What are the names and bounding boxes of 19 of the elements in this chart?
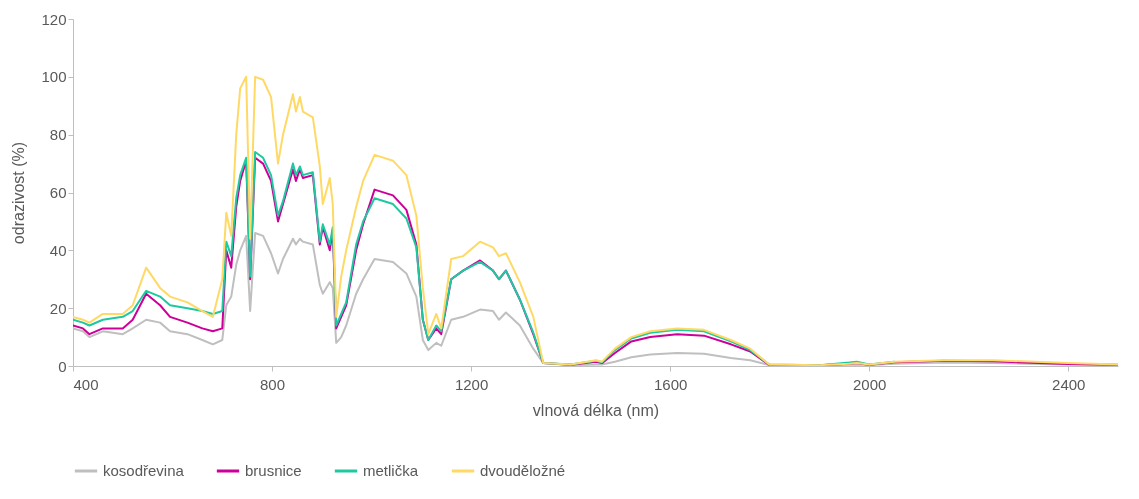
- y-tick-label: 80: [49, 126, 67, 144]
- y-tick-label: 100: [41, 68, 67, 86]
- x-tick-label: 1200: [454, 375, 489, 393]
- legend-label: kosodřevina: [103, 462, 185, 479]
- x-tick-label: 1600: [653, 375, 688, 393]
- legend-label: metlička: [363, 462, 419, 479]
- y-tick-label: 40: [49, 241, 67, 259]
- x-tick-label: 800: [260, 375, 286, 393]
- x-tick-label: 2000: [853, 375, 887, 393]
- legend-label: brusnice: [245, 462, 302, 479]
- x-tick-label: 2400: [1052, 375, 1086, 393]
- x-tick-label: 400: [73, 375, 99, 393]
- y-tick-label: 60: [49, 184, 67, 201]
- y-tick-label: 120: [41, 10, 67, 28]
- y-tick-label: 20: [49, 299, 67, 317]
- y-tick-label: 0: [58, 357, 67, 375]
- y-axis-title: odrazivost (%): [10, 141, 28, 245]
- legend-label: dvouděložné: [480, 462, 566, 479]
- x-axis-title: vlnová délka (nm): [532, 401, 660, 419]
